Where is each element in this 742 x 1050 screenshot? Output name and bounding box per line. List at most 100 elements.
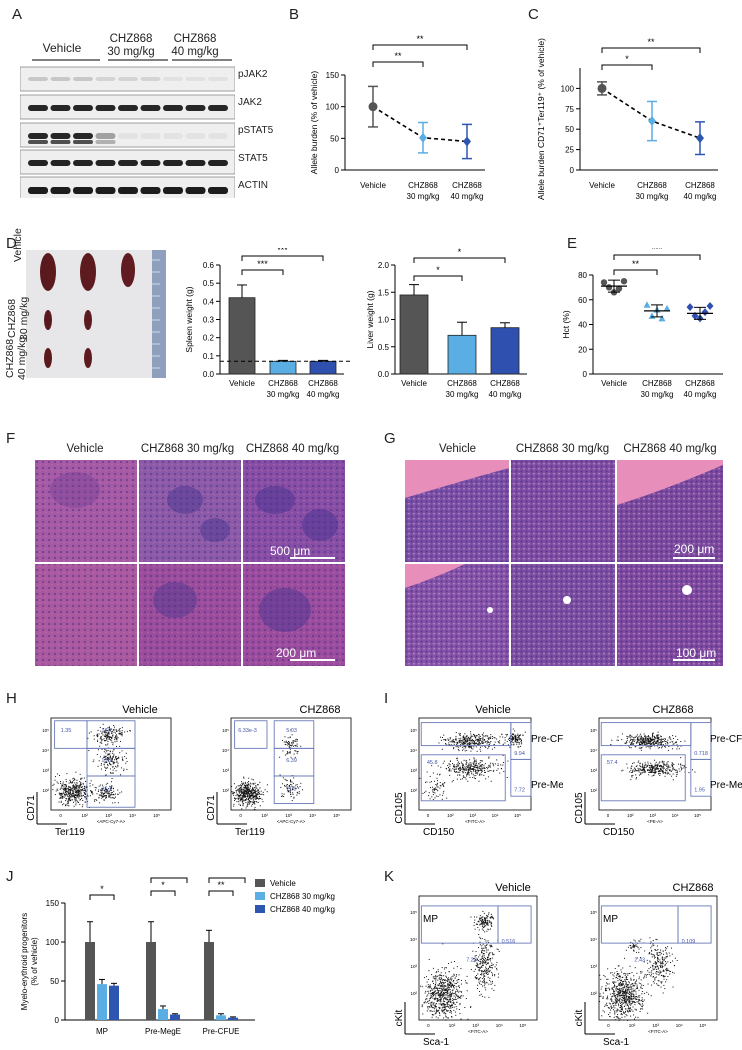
flowK1-event (448, 984, 450, 986)
flowH2-event (246, 792, 248, 794)
flowI1-event (465, 763, 467, 765)
flowK1-event (435, 1006, 437, 1008)
flowI2-event (650, 769, 652, 771)
flowI2-event (680, 757, 682, 759)
flowH1-event (64, 805, 66, 807)
flowI1-event (464, 733, 466, 735)
flowK1-event (465, 998, 467, 1000)
flowK1-event (476, 958, 478, 960)
flowH1-event (69, 794, 71, 796)
flowH1-event (113, 725, 115, 727)
flowK1-event (449, 989, 451, 991)
flowK2-event (621, 1001, 623, 1003)
flowI1-event (456, 764, 458, 766)
flowK2-event (610, 1003, 612, 1005)
flowI1-event (483, 766, 485, 768)
flowH1-event (111, 752, 113, 754)
flowH1-event (100, 768, 102, 770)
flowH1-event (85, 798, 87, 800)
flowK1-event (450, 996, 452, 998)
flowI1-event (451, 781, 453, 783)
flowH1-event (112, 757, 114, 759)
flowK2-event (617, 1009, 619, 1011)
flowH2-event (241, 781, 243, 783)
flowH1-event (116, 740, 118, 742)
flowK2-event (624, 1016, 626, 1018)
flowK1-event (429, 1006, 431, 1008)
flowH1-event (111, 758, 113, 760)
flowK2-event (602, 1010, 604, 1012)
flowK1-x-tick-label: 10⁴ (496, 1023, 503, 1028)
flowI1-event (479, 774, 481, 776)
flowH2-event (289, 790, 291, 792)
flowI2-event (667, 749, 669, 751)
flowH1-event (59, 788, 61, 790)
flowK1-event (497, 976, 499, 978)
flowI2-event (654, 765, 656, 767)
flowI1-event (462, 776, 464, 778)
flowH2-event (244, 791, 246, 793)
flowI1-event (512, 736, 514, 738)
flowH2-event (259, 781, 261, 783)
flowK1-event (477, 988, 479, 990)
flowI2-event (654, 759, 656, 761)
flowI1-event (483, 739, 485, 741)
flowK1-event (441, 996, 443, 998)
flowK2-event (637, 998, 639, 1000)
flowK2-event (628, 981, 630, 983)
flowK1-event (478, 969, 480, 971)
flowH2-event (240, 796, 242, 798)
flowI2-event (651, 770, 653, 772)
flowH2-event (253, 801, 255, 803)
flowK1-event (448, 978, 450, 980)
flowH1-event (108, 736, 110, 738)
flowK1-event (483, 979, 485, 981)
flowK2-event (644, 950, 646, 952)
flowH1-event (74, 797, 76, 799)
flowH1-event (77, 795, 79, 797)
flowK2-event (616, 988, 618, 990)
flowI2-event (661, 740, 663, 742)
flowI2-event (658, 734, 660, 736)
flowK1-event (440, 986, 442, 988)
flowH1-event (72, 791, 74, 793)
flowH2-event (286, 742, 288, 744)
flowK2-event (621, 994, 623, 996)
flowK1-event (481, 921, 483, 923)
flowI1-event (481, 745, 483, 747)
flowK2-event (611, 972, 613, 974)
flowH2-event (254, 791, 256, 793)
blot-band (163, 187, 183, 194)
flowH2-event (249, 789, 251, 791)
flowH1-event (56, 773, 58, 775)
flowK1-event (457, 989, 459, 991)
flowK1-event (492, 954, 494, 956)
flowH1-event (72, 801, 74, 803)
flowH2-event (291, 742, 293, 744)
flowH1-event (106, 758, 108, 760)
flowI1-event (506, 735, 508, 737)
flowH1-event (72, 795, 74, 797)
flowK2-event (628, 987, 630, 989)
flowH2-event (255, 795, 257, 797)
flowK2-event (602, 992, 604, 994)
flowH2-event (263, 794, 265, 796)
flowK1-event (441, 991, 443, 993)
flowK1-event (432, 976, 434, 978)
flowH1-event (64, 787, 66, 789)
flowK1-event (459, 990, 461, 992)
flowI1-event (499, 772, 501, 774)
flowI2-event (673, 763, 675, 765)
flowH1-event (84, 796, 86, 798)
flowH2-event (255, 785, 257, 787)
chartE-point (643, 301, 651, 308)
flowH1-event (109, 736, 111, 738)
flowH1-event (73, 784, 75, 786)
flowK1-event (487, 962, 489, 964)
flowK1-event (485, 967, 487, 969)
flowK1-event (480, 921, 482, 923)
flowK1-event (429, 1010, 431, 1012)
flowH1-event (102, 788, 104, 790)
flowH1-event (66, 794, 68, 796)
